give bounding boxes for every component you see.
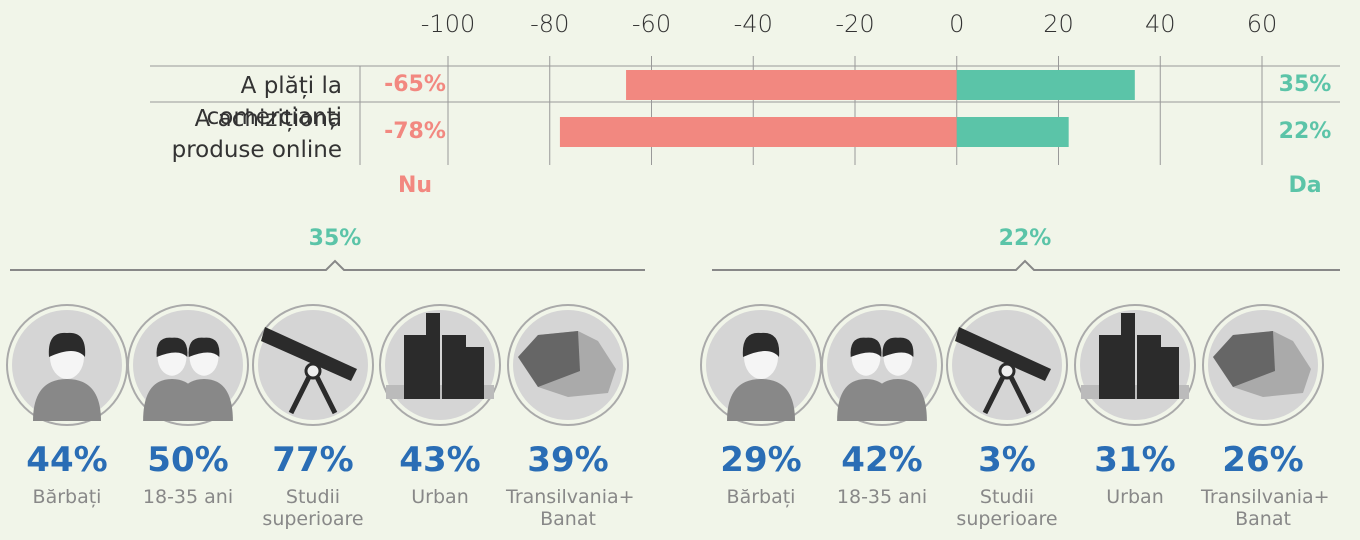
building [426, 313, 440, 399]
bracket-line [712, 259, 1340, 271]
x-tick-label: -60 [631, 10, 672, 38]
person-hair [742, 332, 780, 357]
person-hair [850, 337, 882, 357]
telescope [261, 327, 357, 381]
icon [821, 304, 943, 426]
building [1121, 313, 1135, 399]
bar [559, 117, 957, 147]
building [466, 347, 484, 399]
person [33, 379, 101, 421]
profile-label: Transilvania+ Banat [1201, 486, 1330, 530]
person-hair [188, 337, 220, 357]
icon [1074, 304, 1196, 426]
person-hair [156, 337, 188, 357]
x-tick-label: -40 [733, 10, 773, 38]
telescope [955, 327, 1051, 381]
building [404, 335, 430, 399]
profile-label: Studii superioare [956, 486, 1058, 530]
person [175, 379, 233, 421]
profile-value: 31% [1094, 440, 1176, 480]
profile-label: 18-35 ani [142, 486, 234, 508]
group-header: 35% [308, 226, 362, 251]
category-label: A plăți la comercianți [206, 73, 342, 130]
profile-value: 3% [978, 440, 1036, 480]
tripod-joint [304, 362, 322, 380]
building [1161, 347, 1179, 399]
legend-label: Da [1288, 173, 1322, 198]
bar [956, 70, 1135, 100]
profile-label: Urban [411, 486, 469, 508]
building [1099, 335, 1125, 399]
profile-label: Urban [1106, 486, 1164, 508]
building [1137, 335, 1161, 399]
person-hair [882, 337, 914, 357]
person [869, 379, 927, 421]
legend-label: Nu [397, 173, 433, 198]
x-tick-label: 0 [949, 10, 965, 38]
icon [946, 304, 1068, 426]
profile-label: Studii superioare [262, 486, 364, 530]
profile-label: 18-35 ani [836, 486, 928, 508]
bar [626, 70, 957, 100]
icon [700, 304, 822, 426]
icon [252, 304, 374, 426]
x-tick-label: 60 [1246, 10, 1278, 38]
icon [6, 304, 128, 426]
x-tick-label: -20 [835, 10, 875, 38]
bar [956, 117, 1069, 147]
group-header: 22% [998, 226, 1052, 251]
profile-value: 44% [26, 440, 108, 480]
map-region [1213, 331, 1275, 387]
profile-label: Transilvania+ Banat [506, 486, 635, 530]
building [442, 335, 466, 399]
icon [507, 304, 629, 426]
profile-value: 39% [527, 440, 609, 480]
value-label: -65% [384, 72, 446, 97]
x-tick-label: 40 [1144, 10, 1176, 38]
profile-value: 50% [147, 440, 229, 480]
value-label: 35% [1278, 72, 1332, 97]
x-tick-label: 20 [1043, 10, 1074, 38]
category-label: A achiziționa produse online [171, 106, 342, 163]
profile-value: 77% [272, 440, 354, 480]
profile-value: 29% [720, 440, 802, 480]
profile-label: Bărbați [32, 486, 102, 508]
icon [1202, 304, 1324, 426]
person-hair [48, 332, 86, 357]
value-label: 22% [1278, 119, 1332, 144]
profile-label: Bărbați [726, 486, 796, 508]
tripod-joint [998, 362, 1016, 380]
profile-value: 42% [841, 440, 923, 480]
map-region [518, 331, 580, 387]
icon [127, 304, 249, 426]
bracket-line [10, 259, 645, 271]
person [727, 379, 795, 421]
icon [379, 304, 501, 426]
profile-value: 26% [1222, 440, 1304, 480]
x-tick-label: -100 [420, 10, 476, 38]
value-label: -78% [384, 119, 446, 144]
x-tick-label: -80 [530, 10, 570, 38]
profile-value: 43% [399, 440, 481, 480]
